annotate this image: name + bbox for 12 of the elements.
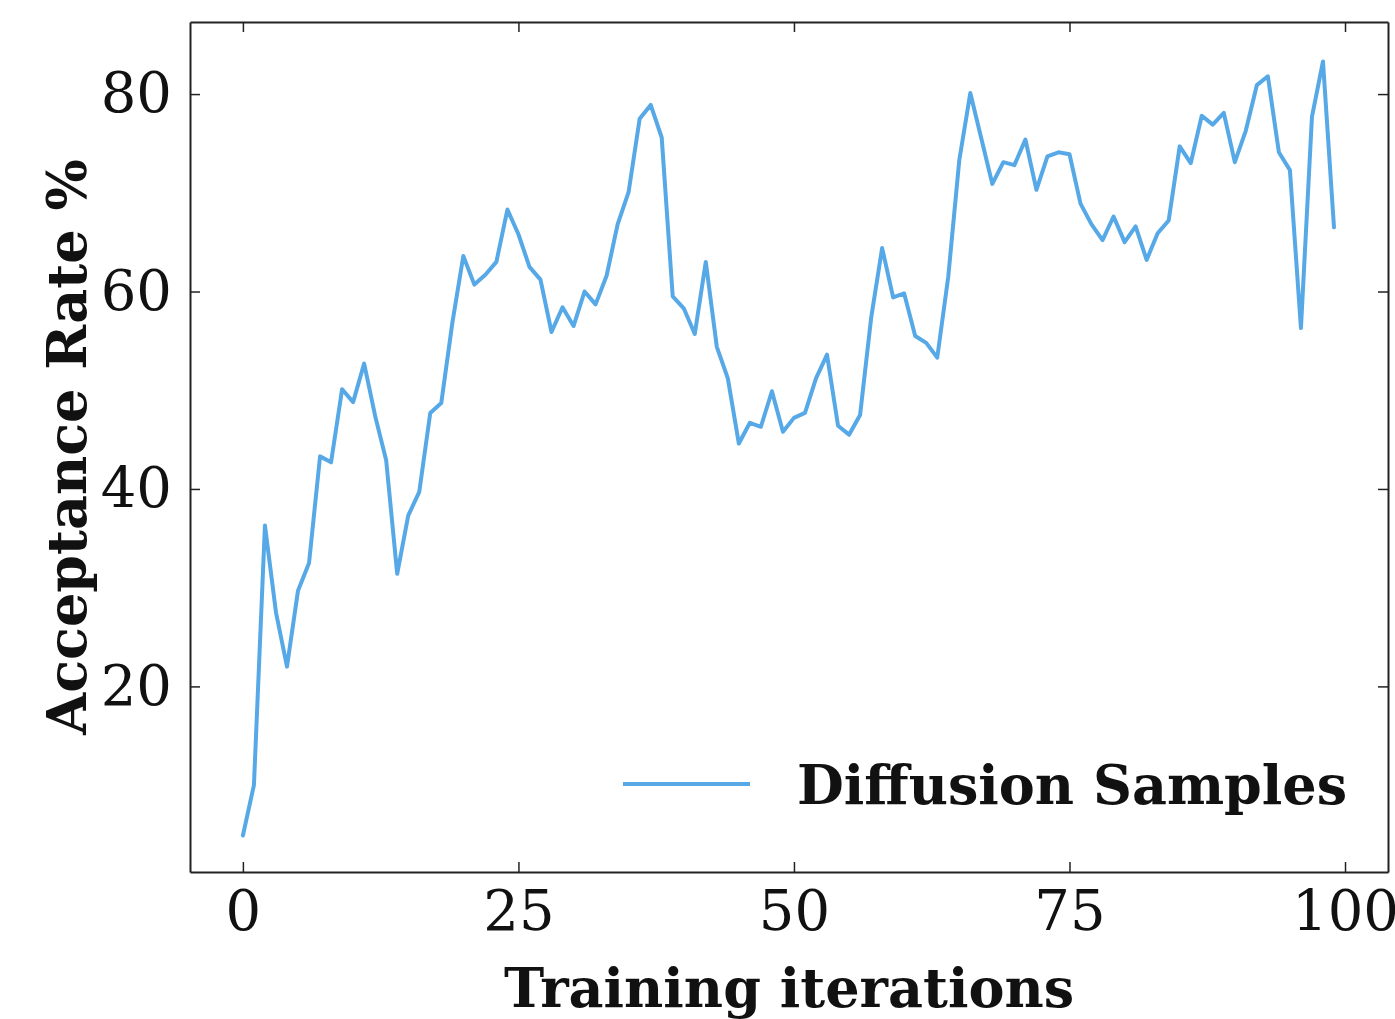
x-axis-title: Training iterations — [503, 956, 1075, 1019]
y-tick-label: 80 — [100, 60, 172, 126]
x-tick-label: 75 — [1034, 877, 1106, 943]
x-tick-label: 0 — [225, 877, 262, 943]
y-tick-label: 60 — [100, 257, 172, 323]
y-tick-label: 40 — [100, 455, 172, 521]
y-tick-label: 20 — [100, 652, 172, 718]
y-axis-title: Acceptance Rate % — [35, 159, 99, 736]
legend-label: Diffusion Samples — [797, 753, 1348, 817]
x-tick-label: 100 — [1292, 877, 1395, 943]
x-tick-label: 50 — [758, 877, 831, 943]
x-tick-label: 25 — [483, 877, 555, 943]
